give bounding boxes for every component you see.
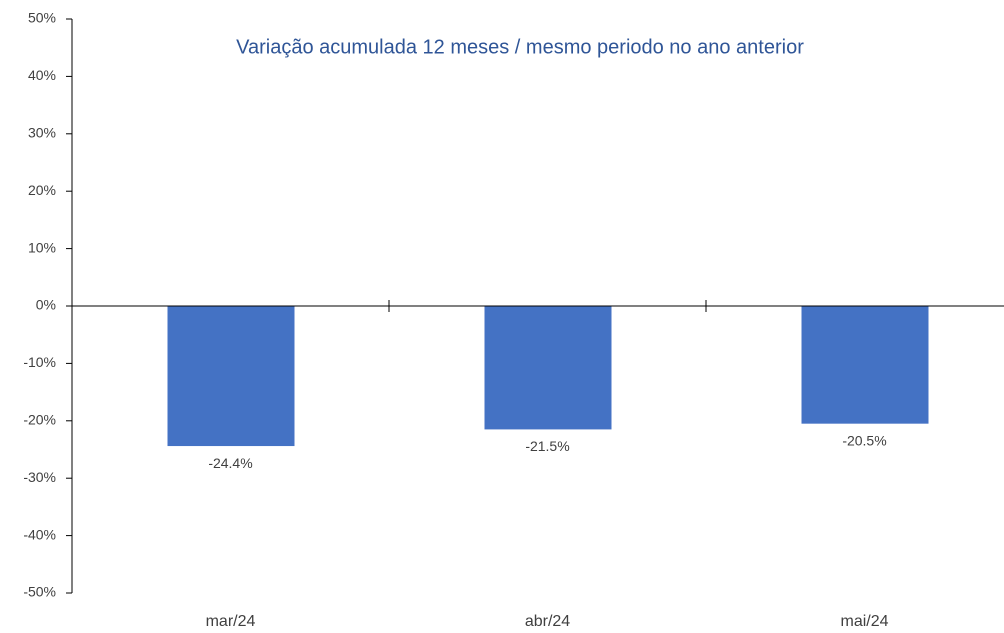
y-tick-label: 50% bbox=[28, 10, 56, 26]
y-tick-label: -20% bbox=[23, 412, 56, 428]
y-tick-label: 40% bbox=[28, 67, 56, 83]
bar bbox=[484, 306, 612, 430]
y-tick-label: 20% bbox=[28, 182, 56, 198]
x-tick-label: mai/24 bbox=[840, 613, 888, 630]
chart-title: Variação acumulada 12 meses / mesmo peri… bbox=[236, 36, 804, 58]
y-tick-label: -40% bbox=[23, 526, 56, 542]
y-tick-label: -10% bbox=[23, 354, 56, 370]
value-label: -24.4% bbox=[208, 455, 252, 471]
bar bbox=[167, 306, 295, 447]
bar bbox=[801, 306, 929, 424]
x-tick-label: mar/24 bbox=[206, 613, 256, 630]
value-label: -21.5% bbox=[525, 438, 569, 454]
y-tick-label: 30% bbox=[28, 125, 56, 141]
x-tick-label: abr/24 bbox=[525, 613, 570, 630]
y-tick-label: -30% bbox=[23, 469, 56, 485]
y-tick-label: 10% bbox=[28, 239, 56, 255]
y-tick-label: 0% bbox=[36, 297, 56, 313]
y-tick-label: -50% bbox=[23, 584, 56, 600]
value-label: -20.5% bbox=[842, 432, 886, 448]
